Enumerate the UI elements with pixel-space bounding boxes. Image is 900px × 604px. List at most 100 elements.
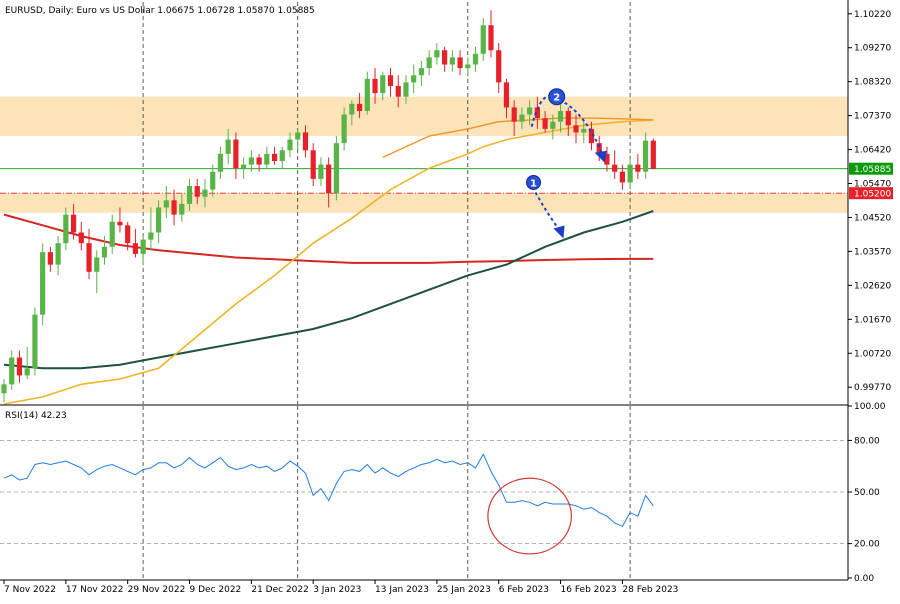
- candle-body: [248, 157, 254, 165]
- candle: [503, 78, 510, 119]
- candle: [650, 138, 656, 170]
- candle-body: [140, 239, 146, 254]
- candle: [40, 243, 46, 326]
- candle: [233, 132, 239, 179]
- candle-body: [295, 132, 301, 140]
- candle: [194, 178, 200, 204]
- candle-body: [434, 50, 440, 58]
- candle: [256, 153, 262, 172]
- x-tick-label: 16 Feb 2023: [561, 585, 617, 595]
- candle-body: [642, 140, 649, 172]
- candle: [581, 121, 587, 144]
- candle-body: [619, 171, 625, 183]
- y-tick-label: 1.06420: [854, 146, 891, 156]
- rsi-y-tick-label: 50.00: [854, 488, 880, 498]
- candle-body: [472, 53, 479, 65]
- candle-body: [519, 114, 525, 122]
- candle: [588, 121, 595, 151]
- candle: [496, 43, 502, 94]
- candle-body: [217, 153, 224, 172]
- annotation-label-1: 1: [530, 178, 537, 189]
- x-tick-label: 25 Jan 2023: [437, 585, 491, 595]
- candle-body: [534, 107, 540, 119]
- candle-body: [109, 221, 115, 247]
- candle-body: [156, 207, 162, 233]
- candle-body: [380, 75, 386, 94]
- candle: [612, 150, 618, 179]
- candle: [1, 378, 7, 403]
- candle: [565, 107, 571, 136]
- candle-body: [279, 150, 285, 162]
- candle-body: [527, 107, 533, 115]
- x-tick-label: 6 Feb 2023: [499, 585, 549, 595]
- candle: [47, 246, 53, 272]
- candle: [642, 132, 649, 179]
- annotation-label-2: 2: [553, 93, 560, 104]
- candle: [148, 207, 154, 251]
- candle: [101, 236, 108, 265]
- rsi-y-tick-label: 20.00: [854, 540, 880, 550]
- candle: [9, 350, 15, 390]
- candle: [264, 146, 270, 169]
- candle-body: [241, 164, 247, 169]
- candle: [86, 228, 92, 279]
- rsi-y-tick-label: 0.00: [854, 574, 874, 584]
- candle-body: [488, 25, 494, 51]
- candle-body: [210, 171, 216, 190]
- candle-body: [318, 164, 324, 179]
- candle-body: [1, 384, 7, 394]
- candle: [627, 157, 633, 190]
- annotation-circle-2: [548, 88, 566, 106]
- candle-body: [364, 78, 370, 111]
- candle: [16, 350, 23, 383]
- candle-body: [612, 164, 618, 172]
- candle: [380, 71, 386, 101]
- candle: [109, 214, 115, 254]
- y-tick-label: 1.07370: [854, 112, 891, 122]
- candle-body: [16, 357, 23, 376]
- y-tick-label: 1.10220: [854, 10, 891, 20]
- current-price-tag-bg: [849, 162, 893, 175]
- candle-body: [55, 243, 61, 265]
- candle: [125, 221, 131, 251]
- candle-body: [449, 57, 455, 65]
- candle: [295, 128, 301, 151]
- candle: [202, 178, 208, 208]
- candle: [349, 100, 355, 126]
- candle: [488, 10, 494, 58]
- candle-body: [596, 143, 602, 154]
- candle: [356, 93, 363, 119]
- candle: [418, 60, 425, 86]
- candle: [442, 46, 448, 72]
- candle-body: [503, 82, 510, 108]
- candle: [225, 128, 231, 165]
- candle-body: [403, 82, 409, 97]
- candle-body: [171, 200, 177, 215]
- candle-body: [186, 186, 193, 204]
- candle-body: [511, 107, 517, 122]
- y-tick-label: 1.00720: [854, 349, 891, 359]
- candle-body: [565, 110, 571, 126]
- candle-body: [86, 243, 92, 272]
- candle-body: [94, 257, 100, 272]
- candle: [94, 250, 100, 294]
- candle: [542, 110, 548, 133]
- candle-body: [635, 164, 641, 172]
- candle: [426, 50, 432, 76]
- candle-body: [9, 357, 15, 385]
- candle-body: [264, 153, 270, 165]
- candle-body: [132, 243, 139, 254]
- forecast-arc-2b: [564, 101, 603, 154]
- candle: [511, 100, 517, 136]
- candle: [387, 68, 394, 97]
- candle-body: [550, 121, 556, 129]
- x-tick-label: 17 Nov 2022: [66, 585, 124, 595]
- candle-body: [480, 25, 486, 54]
- candle-body: [650, 140, 656, 169]
- candle: [271, 146, 278, 165]
- candle-body: [395, 85, 401, 97]
- candle-body: [179, 203, 185, 215]
- candle-body: [40, 252, 46, 315]
